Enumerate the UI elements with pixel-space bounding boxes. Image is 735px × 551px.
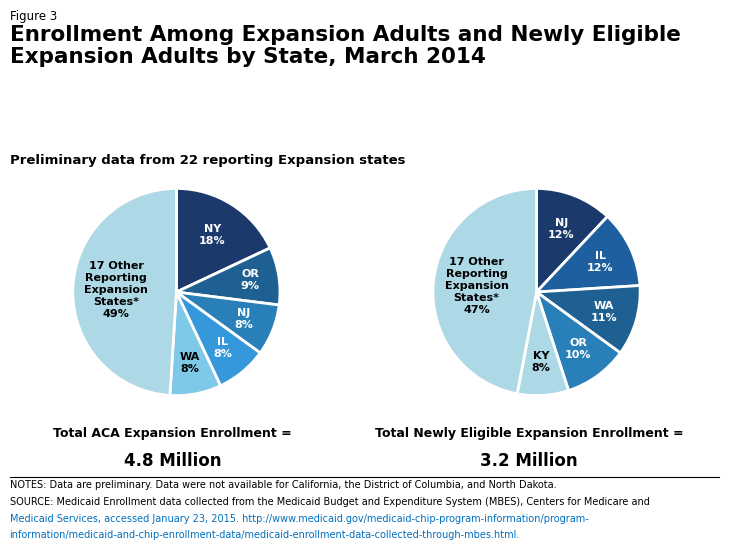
- Text: 3.2 Million: 3.2 Million: [481, 452, 578, 470]
- Wedge shape: [176, 292, 260, 386]
- Text: KY
8%: KY 8%: [531, 352, 551, 374]
- Text: Enrollment Among Expansion Adults and Newly Eligible
Expansion Adults by State, : Enrollment Among Expansion Adults and Ne…: [10, 25, 681, 67]
- Text: NY
18%: NY 18%: [199, 224, 226, 246]
- Wedge shape: [537, 292, 620, 391]
- Text: FAMILY: FAMILY: [665, 518, 693, 527]
- Text: 4.8 Million: 4.8 Million: [124, 452, 221, 470]
- Text: IL
12%: IL 12%: [587, 251, 614, 273]
- Wedge shape: [433, 188, 537, 394]
- Text: IL
8%: IL 8%: [213, 337, 232, 359]
- Text: WA
8%: WA 8%: [180, 352, 200, 374]
- Text: OR
9%: OR 9%: [240, 269, 259, 291]
- Text: Preliminary data from 22 reporting Expansion states: Preliminary data from 22 reporting Expan…: [10, 154, 405, 168]
- Text: 17 Other
Reporting
Expansion
States*
49%: 17 Other Reporting Expansion States* 49%: [85, 261, 148, 319]
- Wedge shape: [73, 188, 176, 396]
- Text: NOTES: Data are preliminary. Data were not available for California, the Distric: NOTES: Data are preliminary. Data were n…: [10, 480, 556, 490]
- Text: SOURCE: Medicaid Enrollment data collected from the Medicaid Budget and Expendit: SOURCE: Medicaid Enrollment data collect…: [10, 497, 650, 507]
- Wedge shape: [176, 248, 280, 305]
- Text: Total Newly Eligible Expansion Enrollment =: Total Newly Eligible Expansion Enrollmen…: [375, 427, 684, 440]
- Text: information/medicaid-and-chip-enrollment-data/medicaid-enrollment-data-collected: information/medicaid-and-chip-enrollment…: [10, 530, 520, 540]
- Text: OR
10%: OR 10%: [564, 338, 591, 360]
- Text: KAISER: KAISER: [653, 500, 705, 513]
- Wedge shape: [176, 188, 270, 292]
- Text: 17 Other
Reporting
Expansion
States*
47%: 17 Other Reporting Expansion States* 47%: [445, 257, 509, 315]
- Text: Total ACA Expansion Enrollment =: Total ACA Expansion Enrollment =: [54, 427, 292, 440]
- Text: WA
11%: WA 11%: [591, 301, 617, 323]
- Text: Figure 3: Figure 3: [10, 10, 57, 23]
- Text: NJ
8%: NJ 8%: [234, 307, 254, 329]
- Wedge shape: [517, 292, 569, 396]
- Text: FOUNDATION: FOUNDATION: [656, 532, 702, 538]
- Wedge shape: [537, 285, 640, 353]
- Text: NJ
12%: NJ 12%: [548, 218, 575, 240]
- Text: THE HENRY J.: THE HENRY J.: [656, 488, 702, 494]
- Wedge shape: [537, 188, 607, 292]
- Wedge shape: [176, 292, 279, 353]
- Wedge shape: [537, 217, 640, 292]
- Text: Medicaid Services, accessed January 23, 2015. http://www.medicaid.gov/medicaid-c: Medicaid Services, accessed January 23, …: [10, 514, 588, 523]
- Wedge shape: [170, 292, 220, 396]
